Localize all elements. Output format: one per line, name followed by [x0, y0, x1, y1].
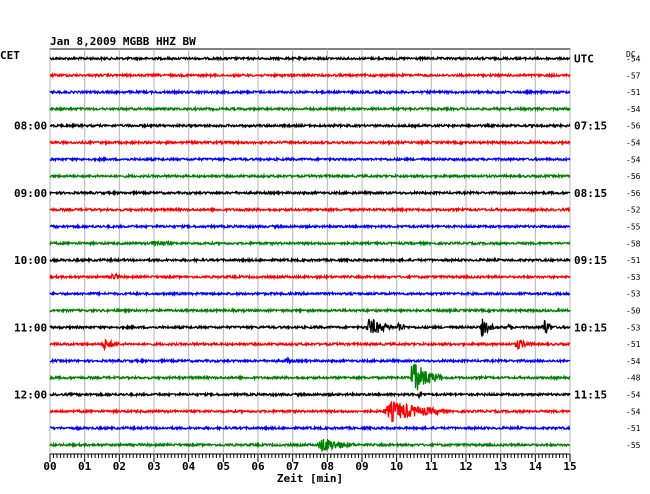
dc-offset-12: -51 — [626, 256, 641, 265]
trace-row-23 — [49, 438, 571, 452]
trace-row-19 — [49, 363, 571, 391]
dc-offset-2: -51 — [626, 88, 641, 97]
dc-offset-8: -56 — [626, 189, 641, 198]
dc-offset-7: -56 — [626, 172, 641, 181]
dc-offset-15: -50 — [626, 307, 641, 316]
trace-row-21 — [49, 401, 571, 423]
dc-offset-6: -54 — [626, 155, 641, 164]
dc-offset-22: -51 — [626, 424, 641, 433]
trace-row-8 — [49, 189, 571, 197]
x-tick-label-6: 06 — [251, 460, 265, 473]
trace-row-22 — [49, 424, 571, 432]
dc-offset-0: -54 — [626, 55, 641, 64]
left-time-label-2: 10:00 — [14, 254, 47, 267]
right-time-label-2: 08:15 — [574, 187, 607, 200]
dc-offset-20: -54 — [626, 391, 641, 400]
trace-row-1 — [49, 71, 571, 79]
left-time-label-3: 11:00 — [14, 321, 47, 334]
x-tick-label-10: 10 — [390, 460, 403, 473]
trace-row-3 — [49, 105, 571, 113]
x-tick-label-12: 12 — [459, 460, 472, 473]
x-tick-label-11: 11 — [425, 460, 439, 473]
x-axis-label: Zeit [min] — [277, 472, 343, 485]
x-tick-label-8: 08 — [321, 460, 334, 473]
left-time-label-0: 08:00 — [14, 120, 47, 133]
right-time-label-3: 09:15 — [574, 254, 607, 267]
trace-row-11 — [49, 239, 571, 248]
dc-offset-labels: -54 -57 -51 -54 -56 -54 -54 -56 -56 -52 -55 -58 -51 -… — [626, 55, 641, 450]
trace-row-16 — [49, 318, 571, 337]
x-tick-label-3: 03 — [147, 460, 160, 473]
left-time-labels: 08:00 09:00 10:00 11:00 12:00 — [14, 120, 47, 402]
dc-offset-5: -54 — [626, 139, 641, 148]
trace-row-18 — [49, 356, 571, 365]
trace-row-9 — [49, 206, 571, 214]
dc-offset-14: -53 — [626, 290, 641, 299]
trace-row-4 — [49, 122, 571, 130]
x-tick-label-13: 13 — [494, 460, 507, 473]
trace-row-15 — [49, 306, 571, 315]
dc-offset-10: -55 — [626, 223, 641, 232]
dc-offset-3: -54 — [626, 105, 641, 114]
x-tick-label-14: 14 — [529, 460, 543, 473]
grid-lines — [49, 49, 571, 454]
right-time-label-5: 11:15 — [574, 389, 607, 402]
dc-offset-11: -58 — [626, 239, 641, 248]
right-time-label-0: UTC — [574, 53, 594, 66]
dc-offset-19: -48 — [626, 374, 641, 383]
trace-group — [49, 55, 571, 452]
trace-row-13 — [49, 272, 571, 281]
trace-row-7 — [49, 172, 571, 180]
right-time-labels: UTC 07:15 08:15 09:15 10:15 11:15 — [574, 53, 607, 402]
x-tick-label-1: 01 — [78, 460, 92, 473]
dc-offset-4: -56 — [626, 122, 641, 131]
dc-header: DC — [626, 50, 636, 59]
dc-offset-13: -53 — [626, 273, 641, 282]
dc-offset-9: -52 — [626, 206, 641, 215]
trace-row-6 — [49, 155, 571, 163]
right-time-label-4: 10:15 — [574, 321, 607, 334]
chart-title: Jan 8,2009 MGBB HHZ BW — [50, 35, 196, 48]
trace-row-12 — [49, 256, 571, 264]
x-tick-label-7: 07 — [286, 460, 299, 473]
trace-row-14 — [49, 290, 571, 298]
left-timezone-label: CET — [0, 49, 20, 62]
dc-offset-17: -51 — [626, 340, 641, 349]
x-tick-label-4: 04 — [182, 460, 196, 473]
trace-row-2 — [49, 88, 571, 96]
trace-row-0 — [49, 55, 571, 62]
dc-offset-18: -54 — [626, 357, 641, 366]
left-time-label-1: 09:00 — [14, 187, 47, 200]
x-tick-label-5: 05 — [217, 460, 230, 473]
x-tick-label-9: 09 — [355, 460, 368, 473]
trace-row-17 — [49, 338, 571, 352]
x-axis: 00 01 02 03 04 05 06 07 08 09 10 11 12 13 14 15 — [43, 454, 577, 473]
dc-offset-1: -57 — [626, 71, 641, 80]
trace-row-10 — [49, 222, 571, 230]
dc-offset-21: -54 — [626, 407, 641, 416]
right-time-label-1: 07:15 — [574, 120, 607, 133]
dc-offset-23: -55 — [626, 441, 641, 450]
x-tick-label-0: 00 — [43, 460, 56, 473]
trace-row-5 — [49, 138, 571, 147]
left-time-label-4: 12:00 — [14, 389, 47, 402]
trace-row-20 — [49, 390, 571, 400]
x-tick-label-15: 15 — [563, 460, 576, 473]
dc-offset-16: -53 — [626, 323, 641, 332]
x-tick-label-2: 02 — [113, 460, 126, 473]
